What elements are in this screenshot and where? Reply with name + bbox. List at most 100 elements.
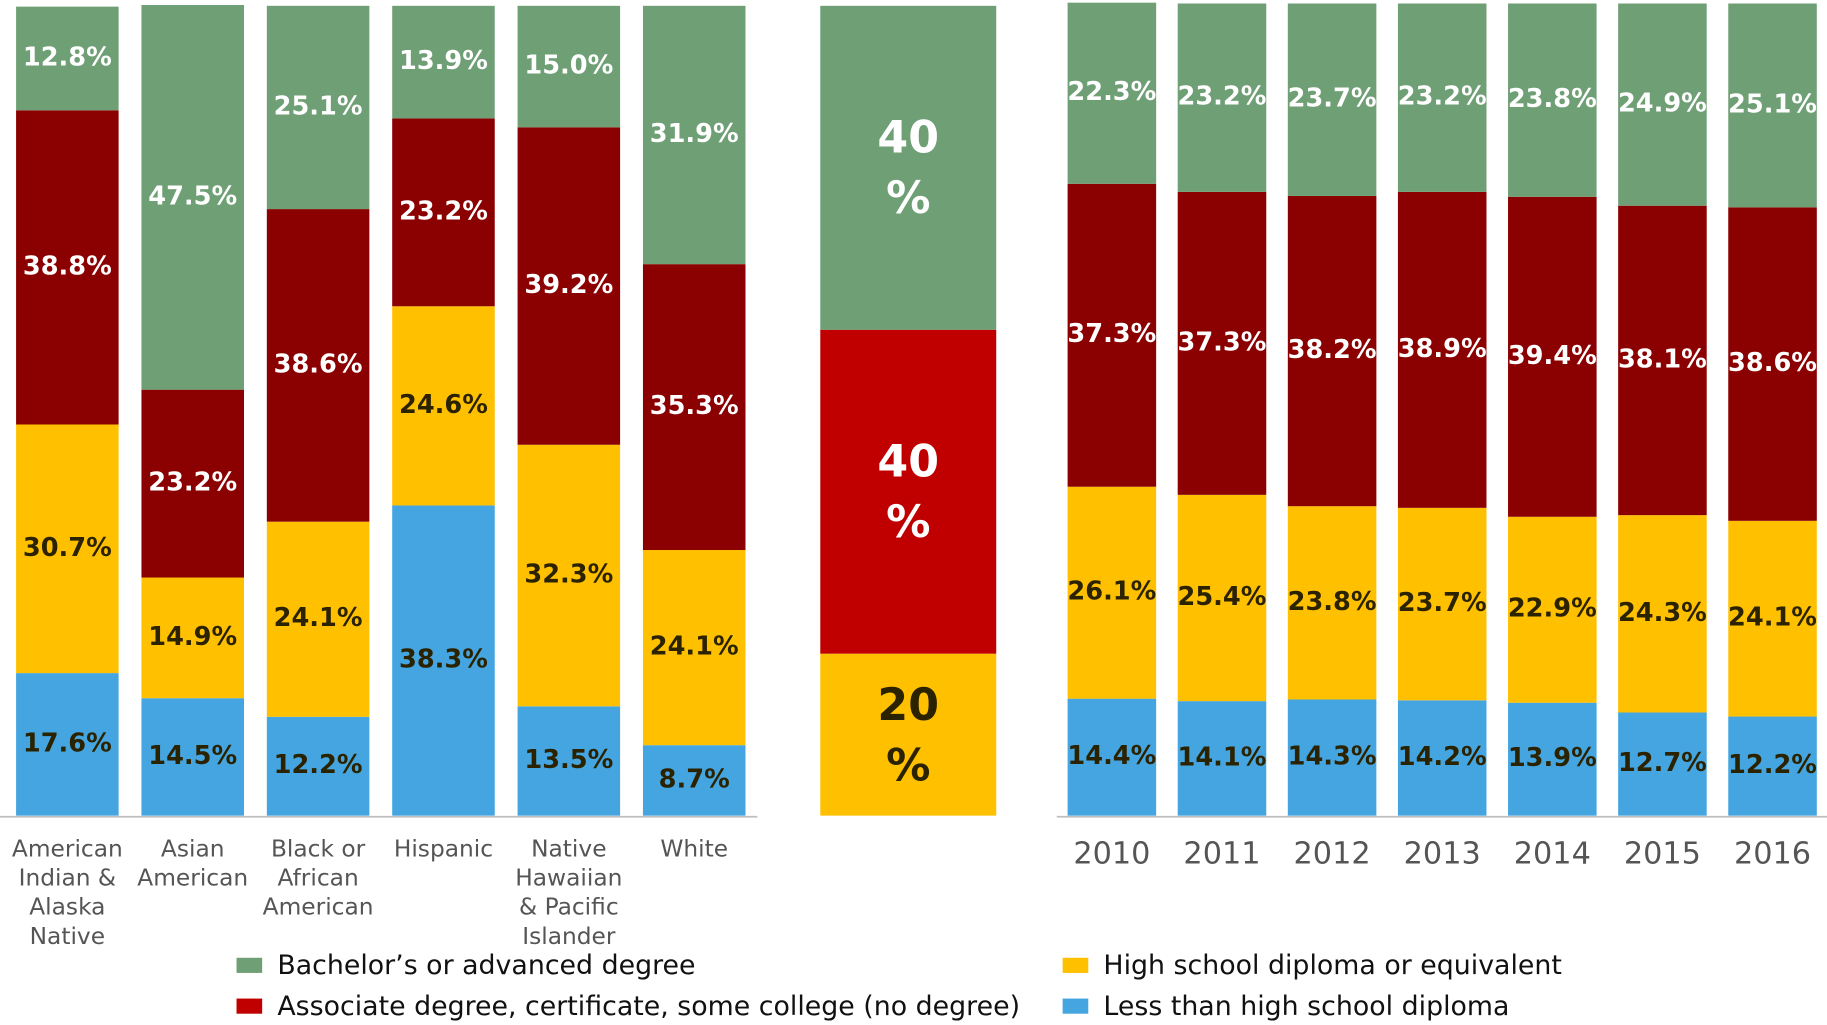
data-label: 12.2% xyxy=(274,750,363,780)
bar-segment xyxy=(1618,3,1707,206)
legend-swatch xyxy=(236,998,263,1014)
bar-segment xyxy=(392,306,495,506)
bar-segment xyxy=(1177,3,1267,192)
bar-segment xyxy=(1397,507,1487,701)
bar-segment xyxy=(16,424,119,674)
data-label: 13.5% xyxy=(524,745,613,775)
x-tick-label: 2015 xyxy=(1623,836,1701,872)
data-label: 40 % xyxy=(877,111,940,224)
data-label: 8.7% xyxy=(659,764,730,794)
bar-segment xyxy=(1618,515,1707,713)
data-label: 23.8% xyxy=(1288,587,1377,617)
bar-segment xyxy=(16,673,119,816)
data-label: 31.9% xyxy=(650,119,739,149)
data-label: 24.1% xyxy=(274,603,363,633)
data-label: 24.3% xyxy=(1618,598,1707,628)
bar-segment xyxy=(141,698,244,816)
data-label: 25.1% xyxy=(1728,89,1817,119)
data-label: 35.3% xyxy=(650,391,739,421)
data-label: 25.1% xyxy=(274,91,363,121)
bar-segment xyxy=(642,264,746,551)
data-label: 14.4% xyxy=(1067,741,1156,771)
data-label: 14.5% xyxy=(148,741,237,771)
x-tick-label: 2012 xyxy=(1293,836,1371,872)
bar-segment xyxy=(1397,191,1487,508)
bar-segment xyxy=(1618,712,1707,816)
data-label: 13.9% xyxy=(399,46,488,76)
data-label: 13.9% xyxy=(1508,743,1597,773)
bar-segment xyxy=(517,5,621,128)
legend-swatch xyxy=(1062,957,1089,973)
bar-segment xyxy=(1728,520,1817,717)
data-label: 17.6% xyxy=(23,728,112,758)
bar-segment xyxy=(1177,191,1267,495)
data-label: 40 % xyxy=(877,435,940,548)
bar-segment xyxy=(1618,205,1707,516)
bar-segment xyxy=(1508,3,1597,197)
bar-segment xyxy=(1508,516,1597,703)
legend-label: Associate degree, certificate, some coll… xyxy=(277,991,1021,1022)
x-tick-label: Native Hawaiian & Pacific Islander xyxy=(515,834,623,950)
data-label: 24.1% xyxy=(1728,603,1817,633)
bar-segment xyxy=(1067,2,1157,184)
bar-segment xyxy=(1287,699,1377,816)
data-label: 25.4% xyxy=(1178,582,1267,612)
bar-segment xyxy=(820,329,997,654)
x-tick-label: 2011 xyxy=(1183,836,1261,872)
x-tick-label: 2016 xyxy=(1733,836,1812,872)
data-label: 38.6% xyxy=(1728,348,1817,378)
data-label: 15.0% xyxy=(524,51,613,81)
data-label: 23.2% xyxy=(1178,82,1267,112)
bar-segment xyxy=(1287,195,1377,507)
legend-label: High school diploma or equivalent xyxy=(1103,950,1562,982)
data-label: 14.2% xyxy=(1398,742,1487,772)
data-label: 47.5% xyxy=(148,181,237,211)
data-label: 37.3% xyxy=(1178,327,1267,357)
data-label: 24.6% xyxy=(399,390,488,420)
data-label: 14.3% xyxy=(1288,742,1377,772)
bar-segment xyxy=(266,521,370,717)
bar-segment xyxy=(16,6,119,111)
legend-label: Less than high school diploma xyxy=(1103,991,1510,1022)
data-label: 39.4% xyxy=(1508,341,1597,371)
data-label: 23.7% xyxy=(1398,588,1487,618)
data-label: 24.1% xyxy=(650,632,739,662)
data-label: 32.3% xyxy=(524,560,613,590)
data-label: 14.9% xyxy=(148,622,237,652)
x-tick-label: American Indian & Alaska Native xyxy=(11,834,123,950)
data-label: 14.1% xyxy=(1178,742,1267,772)
legend-swatch xyxy=(236,957,263,973)
bar-segment xyxy=(1728,3,1817,208)
data-label: 23.8% xyxy=(1508,84,1597,114)
bar-segment xyxy=(642,550,746,746)
x-tick-label: 2013 xyxy=(1403,836,1481,872)
bar-segment xyxy=(1508,196,1597,517)
data-label: 38.3% xyxy=(399,645,488,675)
data-label: 38.9% xyxy=(1398,334,1487,364)
bar-segment xyxy=(392,118,495,307)
data-label: 23.2% xyxy=(1398,82,1487,112)
bar-segment xyxy=(16,110,119,425)
data-label: 30.7% xyxy=(23,533,112,563)
data-label: 38.1% xyxy=(1618,344,1707,374)
bar-segment xyxy=(1177,701,1267,816)
data-label: 12.2% xyxy=(1728,750,1817,780)
bar-segment xyxy=(642,745,746,816)
x-tick-label: 2014 xyxy=(1513,836,1591,872)
bar-segment xyxy=(517,127,621,445)
bar-segment xyxy=(141,577,244,699)
bar-segment xyxy=(1287,3,1377,196)
data-label: 12.8% xyxy=(23,42,112,72)
bar-segment xyxy=(1067,183,1157,487)
bar-segment xyxy=(141,389,244,578)
x-tick-label: Black or African American xyxy=(262,834,374,921)
data-label: 12.7% xyxy=(1618,748,1707,778)
bar-segment xyxy=(1508,702,1597,816)
data-label: 24.9% xyxy=(1618,89,1707,119)
bar-segment xyxy=(1397,700,1487,816)
bar-segment xyxy=(1728,207,1817,521)
x-tick-label: Hispanic xyxy=(393,834,494,863)
bar-segment xyxy=(1067,698,1157,816)
